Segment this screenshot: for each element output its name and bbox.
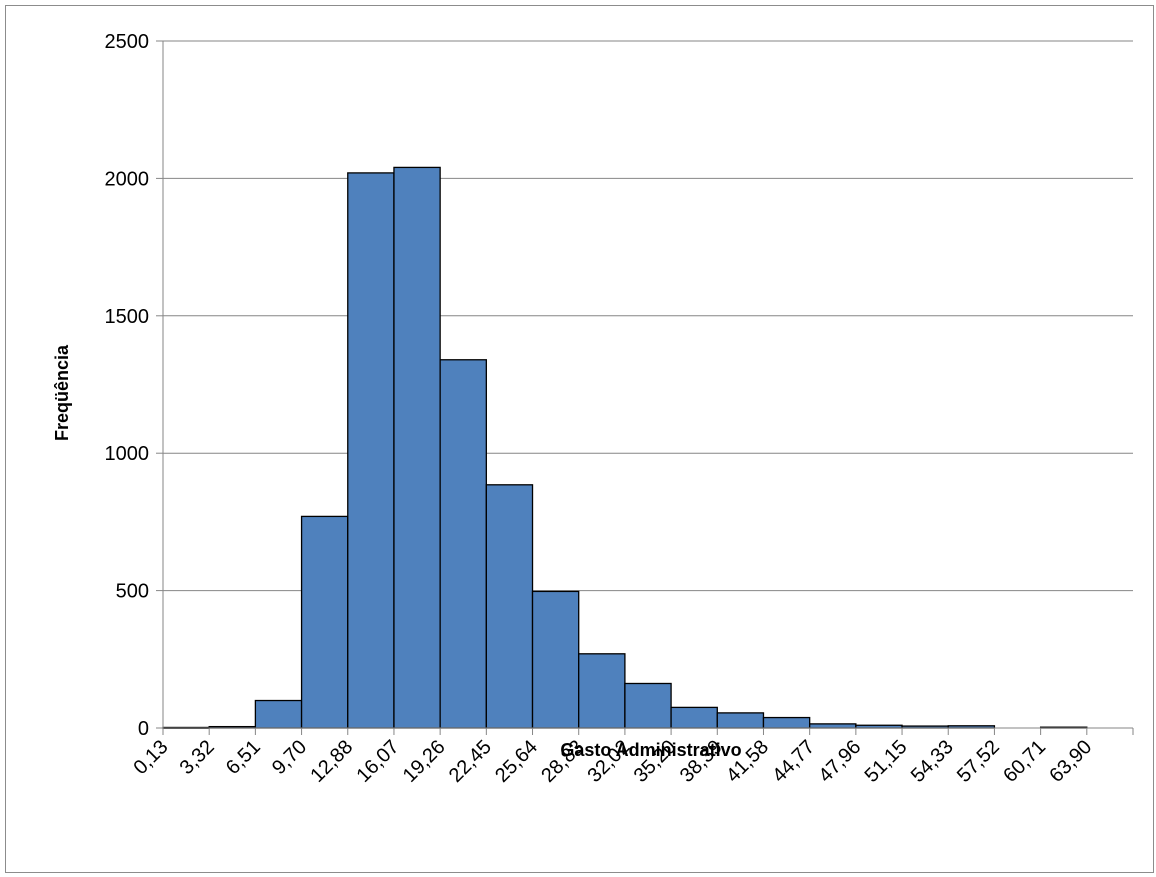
x-tick-label: 51,15 — [861, 736, 912, 787]
histogram-bar — [809, 723, 857, 729]
y-tick-label: 1000 — [105, 443, 150, 465]
y-tick-label: 2500 — [105, 31, 150, 53]
histogram-bar — [531, 590, 580, 729]
gridlines — [163, 40, 1133, 592]
histogram-bar — [716, 712, 765, 729]
y-tick-label: 500 — [116, 581, 149, 603]
chart-frame: 0 500 1000 1500 2000 2500 0,13 3,32 6,51 9,70 12,… — [5, 5, 1154, 873]
histogram-bar — [670, 706, 718, 729]
x-tick-label: 57,52 — [953, 736, 1004, 787]
bars — [162, 166, 1088, 729]
x-tick-label: 63,90 — [1045, 736, 1096, 787]
x-tick-label: 0,13 — [129, 736, 172, 779]
x-tick-label: 60,71 — [999, 736, 1050, 787]
histogram-bar — [762, 716, 811, 729]
histogram-bar — [485, 484, 534, 729]
x-tick-label: 19,26 — [399, 736, 450, 787]
y-tick-label: 0 — [138, 718, 149, 740]
histogram-bar — [439, 359, 487, 729]
y-tick-labels: 0 500 1000 1500 2000 2500 — [105, 31, 150, 740]
x-tick-label: 47,96 — [814, 736, 865, 787]
histogram-bar — [578, 653, 626, 729]
x-tick-label: 9,70 — [268, 736, 311, 779]
x-tick-label: 12,88 — [306, 736, 357, 787]
histogram-chart: 0 500 1000 1500 2000 2500 0,13 3,32 6,51 9,7012,… — [52, 31, 1134, 787]
y-tick-label: 2000 — [105, 168, 150, 190]
histogram-bar — [624, 682, 672, 729]
y-tick-label: 1500 — [105, 306, 150, 328]
x-tick-label: 44,77 — [768, 736, 819, 787]
x-tick-label: 3,32 — [176, 736, 219, 779]
x-tick-label: 54,33 — [907, 736, 958, 787]
histogram-bar — [347, 172, 395, 729]
histogram-bar — [300, 515, 349, 729]
x-tick-label: 16,07 — [353, 736, 404, 787]
x-tick-label: 6,51 — [222, 736, 265, 779]
axes — [156, 40, 1134, 735]
x-axis-title: Gasto Administrativo — [560, 740, 741, 760]
histogram-bar — [393, 166, 441, 729]
x-tick-label: 22,45 — [445, 736, 496, 787]
y-axis-title: Freqüência — [52, 344, 72, 441]
x-tick-label: 25,64 — [491, 736, 542, 787]
histogram-bar — [254, 699, 303, 729]
